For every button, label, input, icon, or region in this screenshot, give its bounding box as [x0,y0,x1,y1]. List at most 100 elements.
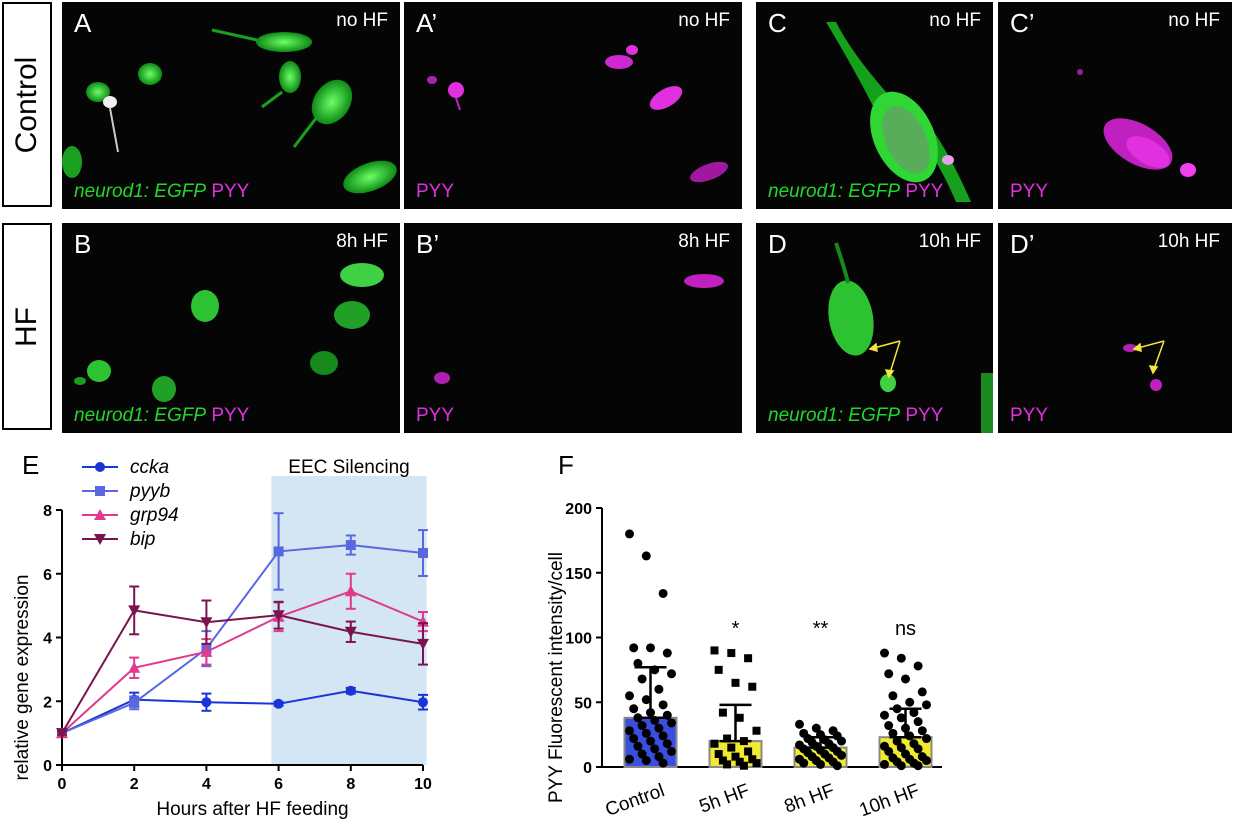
panel-letter: B [74,229,92,259]
bar-group [708,646,763,770]
panel-a: A no HF neurod1: EGFP PYY [62,2,400,209]
data-point [128,605,141,617]
micrograph-b [74,263,384,402]
data-point [880,759,889,769]
y-tick-label: 6 [43,567,52,584]
data-point [811,723,821,733]
data-point [837,750,846,760]
data-point [641,728,651,738]
stain-legend: PYY [1010,181,1049,202]
data-point [880,710,889,720]
bar-group [623,529,678,769]
data-point [345,685,356,696]
significance-label: ns [895,618,916,640]
data-point [799,758,809,768]
data-point [718,756,727,765]
shaded-region-label: EEC Silencing [288,457,409,478]
data-point [345,540,356,551]
stain-legend: neurod1: EGFP PYY [74,181,250,202]
stain-legend: PYY [416,405,455,426]
series-line [61,544,424,735]
data-point [654,723,664,733]
data-point [816,759,825,769]
micrograph-d-prime [1123,340,1165,391]
significance-label: * [732,618,740,640]
panel-letter: B’ [416,229,440,259]
data-point [646,736,655,746]
data-point [273,546,284,557]
panel-letter: A [74,8,92,38]
data-point [650,744,660,754]
x-tick-label: 2 [130,776,139,793]
data-point [637,749,647,759]
legend-label: grp94 [130,505,179,526]
micrograph-a-prime [427,45,728,183]
legend-marker [94,509,106,520]
data-point [344,626,357,638]
panel-condition: 10h HF [918,231,981,252]
legend-label: bip [130,529,155,550]
panel-condition: 10h HF [1157,231,1220,252]
y-axis-label: relative gene expression [12,575,33,781]
data-point [629,704,639,714]
data-point [896,653,906,663]
data-point [128,661,141,673]
data-point [888,691,898,701]
x-tick-label: 8h HF [782,780,838,817]
data-point [654,684,664,694]
data-point [658,588,668,598]
data-point [744,654,753,663]
data-point [917,726,927,736]
panel-letter: D’ [1010,229,1035,259]
x-tick-label: 10 [414,776,432,793]
data-point [129,697,140,708]
data-point [896,713,906,723]
data-point [752,726,761,735]
data-point [913,744,923,754]
panel-letter: F [558,450,574,480]
micrograph-c-prime [1077,69,1196,177]
data-point [727,649,736,658]
stain-legend: PYY [416,181,455,202]
data-point [418,697,428,708]
panel-d-prime: D’ 10h HF PYY [998,223,1232,433]
panel-letter: A’ [416,8,438,38]
row-label-control: Control [2,2,52,207]
y-tick-label: 4 [43,631,52,648]
stain-legend: PYY [1010,405,1049,426]
data-point [913,761,923,771]
panel-condition: 8h HF [678,231,730,252]
data-point [658,731,668,741]
y-tick-label: 8 [43,503,52,520]
panel-a-prime: A’ no HF PYY [404,2,742,209]
panel-letter: E [22,450,39,480]
data-point [200,645,213,657]
data-point [723,760,732,769]
data-point [658,700,668,710]
data-point [884,746,894,756]
panel-letter: C’ [1010,8,1035,38]
micrograph-c [826,22,971,202]
line-chart-e: EEC Silencing 0 2 4 6 8 0 2 4 6 8 10 Hours after HF … [12,450,432,820]
shaded-region [271,476,427,765]
data-point [625,754,634,764]
data-point [901,674,910,684]
series-line [61,689,424,735]
bar-group [878,648,933,771]
data-point [667,718,676,728]
y-tick-label: 0 [583,760,592,777]
data-point [752,759,761,768]
data-point [735,713,744,722]
data-point [418,548,428,559]
x-axis-label: Hours after HF feeding [156,799,348,820]
y-tick-label: 0 [43,758,52,775]
micrograph-d [828,242,993,433]
data-point [667,669,676,679]
y-tick-label: 200 [565,501,592,518]
data-point [909,708,919,718]
stain-legend: neurod1: EGFP PYY [768,181,944,202]
panel-c: C no HF neurod1: EGFP PYY [756,2,993,209]
data-point [922,734,931,744]
y-tick-label: 100 [565,631,592,648]
panel-condition: 8h HF [336,231,388,252]
